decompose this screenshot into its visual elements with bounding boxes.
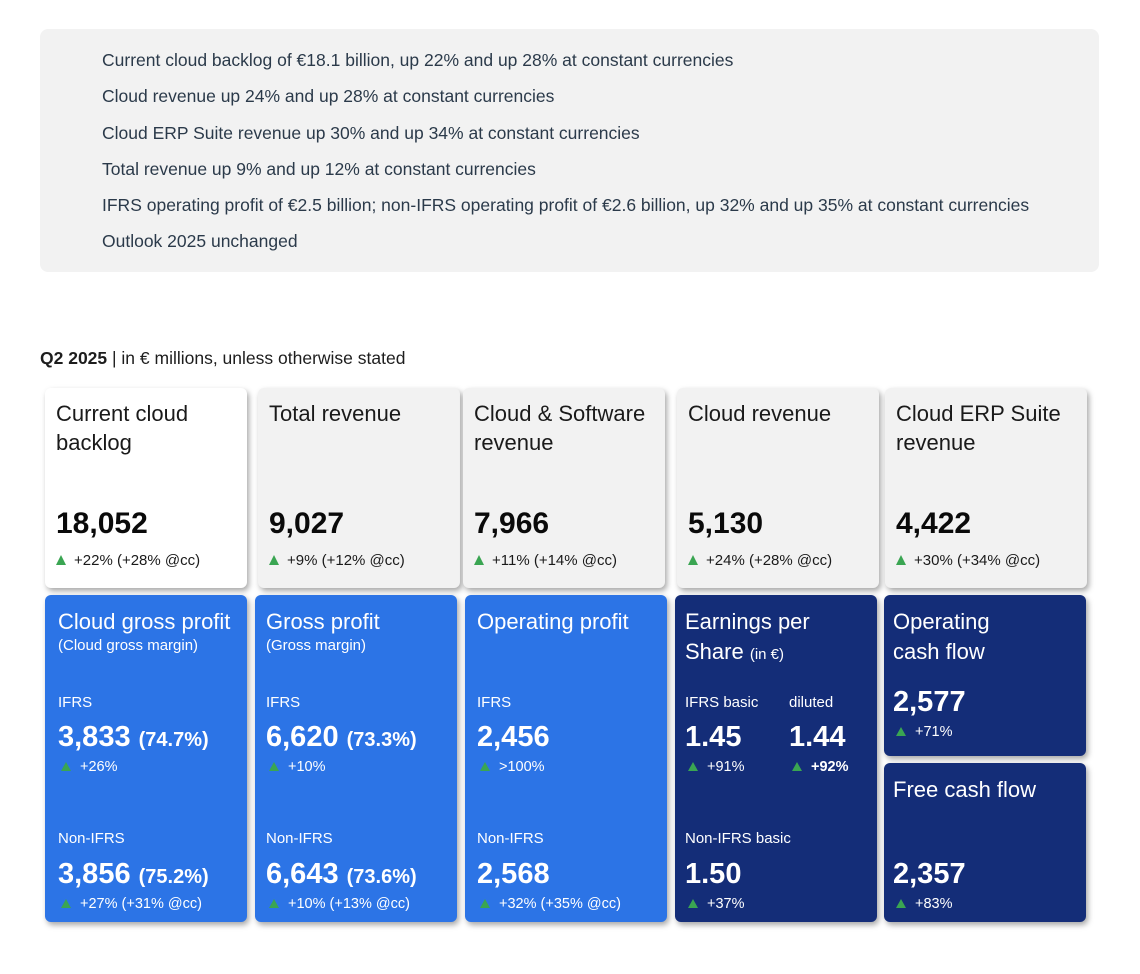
- card-delta: +22% (+28% @cc): [56, 552, 200, 569]
- diluted-delta: +92%: [792, 759, 849, 775]
- card-earnings-per-share: Earnings per Share (in €) IFRS basic 1.4…: [675, 595, 877, 922]
- card-delta: +30% (+34% @cc): [896, 552, 1040, 569]
- up-arrow-icon: [688, 762, 698, 771]
- highlight-item: Cloud ERP Suite revenue up 30% and up 34…: [102, 122, 640, 143]
- nonifrs-value: 1.50: [685, 858, 742, 890]
- card-subtitle: (Cloud gross margin): [58, 637, 199, 654]
- basic-value: 1.45: [685, 721, 742, 753]
- nonifrs-delta: +10% (+13% @cc): [269, 896, 410, 912]
- up-arrow-icon: [269, 762, 279, 771]
- up-arrow-icon: [688, 555, 698, 565]
- card-free-cash-flow: Free cash flow 2,357 +83%: [884, 763, 1086, 922]
- section-subtitle: | in € millions, unless otherwise stated: [107, 348, 406, 368]
- ifrs-delta: +10%: [269, 759, 326, 775]
- highlight-item: Cloud revenue up 24% and up 28% at const…: [102, 86, 555, 107]
- highlight-item: Total revenue up 9% and up 12% at consta…: [102, 158, 536, 179]
- ifrs-delta: +26%: [61, 759, 118, 775]
- card-title: Cloud & Software revenue: [474, 401, 646, 455]
- up-arrow-icon: [896, 555, 906, 565]
- card-value: 18,052: [56, 507, 148, 540]
- diluted-label: diluted: [789, 694, 834, 711]
- ifrs-label: IFRS: [477, 694, 512, 711]
- highlight-item: Outlook 2025 unchanged: [102, 231, 298, 252]
- nonifrs-label: Non-IFRS basic: [685, 830, 791, 847]
- card-delta: +11% (+14% @cc): [474, 552, 617, 569]
- card-title: Cloud gross profit: [58, 609, 231, 634]
- card-value: 7,966: [474, 507, 550, 540]
- up-arrow-icon: [792, 762, 802, 771]
- up-arrow-icon: [269, 899, 279, 908]
- nonifrs-label: Non-IFRS: [266, 830, 333, 847]
- card-total-revenue: Total revenue 9,027 +9% (+12% @cc): [258, 388, 460, 588]
- card-value: 2,577: [893, 686, 966, 718]
- card-title: Total revenue: [269, 401, 402, 426]
- card-operating-cash-flow: Operating cash flow 2,577 +71%: [884, 595, 1086, 756]
- up-arrow-icon: [61, 899, 71, 908]
- card-value: 4,422: [896, 507, 972, 540]
- up-arrow-icon: [474, 555, 484, 565]
- nonifrs-label: Non-IFRS: [477, 830, 544, 847]
- card-title: Earnings per Share (in €): [685, 609, 810, 664]
- nonifrs-value: 2,568: [477, 858, 550, 890]
- highlight-item: IFRS operating profit of €2.5 billion; n…: [102, 195, 1030, 216]
- card-delta: +24% (+28% @cc): [688, 552, 832, 569]
- card-title: Free cash flow: [893, 777, 1037, 802]
- card-title: Operating cash flow: [893, 609, 990, 664]
- card-cloud-gross-profit: Cloud gross profit (Cloud gross margin) …: [45, 595, 247, 922]
- ifrs-value: 3,833 (74.7%): [58, 721, 209, 753]
- up-arrow-icon: [896, 727, 906, 736]
- highlight-item: Current cloud backlog of €18.1 billion, …: [102, 50, 734, 70]
- nonifrs-delta: +27% (+31% @cc): [61, 896, 202, 912]
- unit-label: (in €): [749, 646, 785, 663]
- ifrs-value: 2,456: [477, 721, 550, 753]
- card-title: Cloud revenue: [688, 401, 832, 426]
- card-title: Current cloud backlog: [56, 401, 189, 455]
- card-cloud-software-revenue: Cloud & Software revenue 7,966 +11% (+14…: [463, 388, 665, 588]
- up-arrow-icon: [896, 899, 906, 908]
- up-arrow-icon: [56, 555, 66, 565]
- up-arrow-icon: [688, 899, 698, 908]
- up-arrow-icon: [480, 899, 490, 908]
- nonifrs-value: 3,856 (75.2%): [58, 858, 209, 890]
- card-value: 2,357: [893, 858, 966, 890]
- card-value: 5,130: [688, 507, 764, 540]
- card-title: Operating profit: [477, 609, 629, 634]
- nonifrs-delta: +32% (+35% @cc): [480, 896, 621, 912]
- card-value: 9,027: [269, 507, 345, 540]
- period-label: Q2 2025: [40, 348, 108, 368]
- nonifrs-label: Non-IFRS: [58, 830, 125, 847]
- card-title: Cloud ERP Suite revenue: [896, 401, 1061, 455]
- card-delta: +71%: [896, 724, 953, 740]
- ifrs-value: 6,620 (73.3%): [266, 721, 417, 753]
- card-gross-profit: Gross profit (Gross margin) IFRS 6,620 (…: [255, 595, 457, 922]
- up-arrow-icon: [61, 762, 71, 771]
- nonifrs-value: 6,643 (73.6%): [266, 858, 417, 890]
- card-cloud-revenue: Cloud revenue 5,130 +24% (+28% @cc): [677, 388, 879, 588]
- section-title: Q2 2025 | in € millions, unless otherwis…: [40, 348, 405, 369]
- card-cloud-erp-suite-revenue: Cloud ERP Suite revenue 4,422 +30% (+34%…: [885, 388, 1087, 588]
- diluted-value: 1.44: [789, 721, 846, 753]
- basic-label: IFRS basic: [685, 694, 759, 711]
- card-operating-profit: Operating profit IFRS 2,456 >100% Non-IF…: [465, 595, 667, 922]
- highlights-box: Current cloud backlog of €18.1 billion, …: [40, 29, 1099, 272]
- up-arrow-icon: [480, 762, 490, 771]
- card-current-cloud-backlog: Current cloud backlog 18,052 +22% (+28% …: [45, 388, 247, 588]
- card-title: Gross profit: [266, 609, 380, 634]
- card-delta: +83%: [896, 896, 953, 912]
- nonifrs-delta: +37%: [688, 896, 745, 912]
- ifrs-label: IFRS: [58, 694, 93, 711]
- ifrs-delta: >100%: [480, 759, 545, 775]
- card-delta: +9% (+12% @cc): [269, 552, 405, 569]
- basic-delta: +91%: [688, 759, 745, 775]
- card-subtitle: (Gross margin): [266, 637, 367, 654]
- up-arrow-icon: [269, 555, 279, 565]
- ifrs-label: IFRS: [266, 694, 301, 711]
